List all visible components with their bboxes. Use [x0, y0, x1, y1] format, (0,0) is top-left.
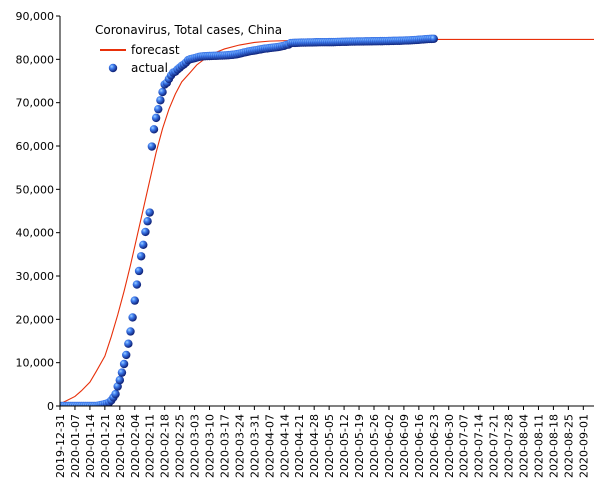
x-tick-label: 2020-02-25 [174, 414, 187, 478]
x-tick-label: 2020-09-01 [577, 414, 590, 478]
x-tick-label: 2020-06-16 [413, 414, 426, 478]
y-tick-label: 0 [47, 400, 54, 413]
actual-point [154, 104, 163, 114]
actual-point [156, 96, 165, 105]
x-tick-label: 2020-01-21 [99, 414, 112, 478]
actual-point [145, 208, 154, 217]
y-tick-label: 50,000 [16, 183, 55, 196]
x-tick-label: 2020-08-18 [547, 414, 560, 478]
forecast-line [60, 38, 594, 405]
x-tick-label: 2020-06-09 [398, 414, 411, 478]
y-tick-label: 30,000 [16, 270, 55, 283]
actual-point [124, 339, 133, 348]
chart-title: Coronavirus, Total cases, China [95, 23, 282, 37]
x-tick-label: 2020-03-03 [189, 414, 202, 478]
actual-point [128, 313, 137, 322]
actual-point [149, 125, 159, 134]
actual-point [429, 34, 438, 43]
actual-point [136, 252, 146, 261]
x-tick-label: 2019-12-31 [54, 414, 67, 478]
y-tick-label: 20,000 [16, 313, 55, 326]
x-tick-label: 2020-08-04 [518, 414, 531, 478]
x-tick-label: 2020-01-28 [114, 414, 127, 478]
y-tick-label: 10,000 [16, 357, 55, 370]
legend: Coronavirus, Total cases, China forecast… [95, 23, 282, 75]
x-tick-label: 2020-06-30 [443, 414, 456, 478]
x-tick-label: 2020-02-11 [144, 414, 157, 478]
x-tick-label: 2020-05-12 [338, 414, 351, 478]
x-tick-label: 2020-06-23 [428, 414, 441, 478]
y-axis-ticks: 0 10,000 20,000 30,000 40,000 50,000 60,000 70,… [16, 10, 60, 413]
actual-point [139, 240, 148, 249]
actual-point [130, 296, 139, 305]
x-tick-label: 2020-03-31 [248, 414, 261, 478]
actual-point [111, 389, 120, 399]
x-tick-label: 2020-07-07 [458, 414, 471, 478]
x-tick-label: 2020-07-28 [503, 414, 516, 478]
x-tick-label: 2020-07-21 [488, 414, 501, 478]
x-tick-label: 2020-04-21 [293, 414, 306, 478]
actual-points [60, 34, 438, 406]
x-tick-label: 2020-05-05 [323, 414, 336, 478]
actual-point [119, 359, 129, 369]
legend-forecast-label: forecast [131, 43, 180, 57]
x-tick-label: 2020-02-04 [129, 414, 142, 478]
y-tick-label: 40,000 [16, 227, 55, 240]
y-tick-label: 90,000 [16, 10, 55, 23]
x-tick-label: 2020-04-14 [278, 414, 291, 478]
actual-point [122, 350, 131, 360]
y-tick-label: 80,000 [16, 53, 55, 66]
x-tick-label: 2020-04-07 [263, 414, 276, 478]
legend-actual-swatch [108, 63, 118, 73]
x-tick-label: 2020-01-14 [84, 414, 97, 478]
actual-point [132, 280, 142, 289]
x-tick-label: 2020-05-19 [353, 414, 366, 478]
actual-point [134, 266, 144, 276]
actual-point [143, 217, 152, 226]
y-tick-label: 70,000 [16, 97, 55, 110]
x-tick-label: 2020-08-25 [562, 414, 575, 478]
x-tick-label: 2020-06-02 [383, 414, 396, 478]
x-tick-label: 2020-07-14 [473, 414, 486, 478]
actual-point [141, 227, 150, 237]
x-tick-label: 2020-05-26 [368, 414, 381, 478]
actual-point [113, 382, 122, 391]
x-tick-label: 2020-03-10 [204, 414, 217, 478]
actual-point [117, 368, 127, 377]
y-tick-label: 60,000 [16, 140, 55, 153]
actual-point [115, 375, 125, 385]
x-tick-label: 2020-08-11 [532, 414, 545, 478]
actual-point [126, 327, 135, 336]
x-tick-label: 2020-04-28 [308, 414, 321, 478]
actual-point [151, 113, 161, 123]
legend-actual-label: actual [131, 61, 168, 75]
x-axis-ticks: 2019-12-31 2020-01-07 2020-01-14 2020-01-21… [54, 406, 590, 478]
actual-point [158, 87, 167, 97]
actual-point [147, 142, 157, 151]
x-tick-label: 2020-01-07 [69, 414, 82, 478]
x-tick-label: 2020-03-24 [233, 414, 246, 478]
x-tick-label: 2020-02-18 [159, 414, 172, 478]
x-tick-label: 2020-03-17 [218, 414, 231, 478]
